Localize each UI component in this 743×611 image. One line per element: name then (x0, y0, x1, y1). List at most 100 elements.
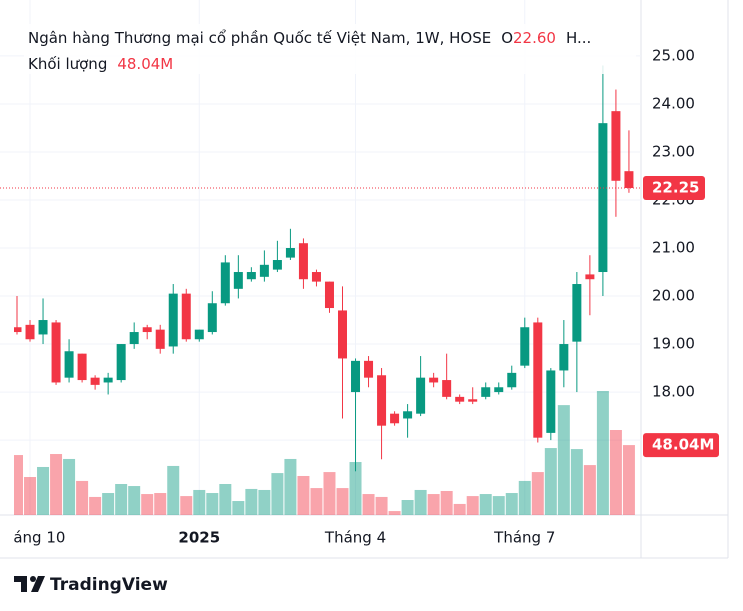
candle-body (468, 399, 478, 402)
candle-body (298, 243, 308, 280)
volume-bar (388, 511, 401, 515)
volume-bar (141, 494, 154, 515)
volume-bar (37, 466, 50, 515)
candle-body (611, 111, 621, 181)
x-tick-label: 2025 (178, 529, 220, 547)
volume-bar (271, 473, 284, 515)
volume-bar (427, 494, 440, 515)
volume-bar (14, 455, 23, 515)
candle-body (14, 327, 22, 333)
logo-dot (30, 576, 36, 582)
candle-body (429, 377, 439, 383)
volume-bar (245, 488, 258, 515)
candle-body (598, 123, 608, 273)
y-tick-label: 25.00 (652, 46, 695, 64)
candle-body (324, 281, 334, 309)
volume-value: 48.04M (117, 55, 173, 73)
candle-body (533, 322, 543, 438)
price-tag-label: 22.25 (652, 178, 699, 196)
candle-body (233, 272, 243, 289)
candle-body (377, 375, 387, 426)
volume-bar (570, 449, 583, 515)
candle-body (390, 413, 400, 424)
volume-bar (622, 445, 635, 515)
volume-bar (193, 489, 206, 515)
price-tag (643, 175, 705, 200)
volume-bar (167, 465, 180, 515)
y-tick-label: 23.00 (652, 142, 695, 160)
chart-title: Ngân hàng Thương mại cổ phần Quốc tế Việ… (28, 29, 591, 47)
candle-body (142, 327, 152, 333)
candle-body (494, 387, 504, 393)
candle-body (442, 380, 452, 397)
candle-body (103, 377, 113, 383)
volume-bar (258, 489, 271, 515)
y-tick-label: 18.00 (652, 383, 695, 401)
volume-bar (375, 496, 388, 515)
volume-bar (323, 472, 336, 515)
candle-body (246, 272, 256, 280)
volume-bar (297, 475, 310, 515)
candle-body (455, 396, 465, 402)
candle-body (194, 329, 204, 340)
high-key: H... (566, 29, 591, 47)
title: Ngân hàng Thương mại cổ phần Quốc tế Việ… (28, 29, 491, 47)
candle-body (90, 377, 100, 385)
candle-body (520, 327, 530, 366)
logo-icon (14, 576, 45, 592)
candle-body (64, 351, 74, 378)
volume-bar (466, 496, 479, 515)
candle-body (403, 411, 413, 419)
y-tick-label: 21.00 (652, 239, 695, 257)
volume-bar (557, 405, 570, 515)
volume-bar (232, 501, 245, 515)
volume-bar (336, 488, 349, 515)
candle-body (207, 303, 217, 333)
volume-bar (310, 488, 323, 515)
brand-name: TradingView (50, 575, 168, 595)
volume-bar (583, 465, 596, 515)
candle-body (51, 322, 61, 383)
candle-body (364, 360, 374, 378)
open-key: O (501, 29, 513, 47)
volume-bar (102, 493, 115, 515)
candle-body (77, 353, 87, 381)
brand-logo[interactable]: TradingView (14, 575, 168, 595)
candle-body (624, 171, 634, 188)
candle-body (285, 248, 295, 258)
volume-bar (154, 493, 167, 515)
x-tick-label: Tháng 4 (324, 529, 386, 547)
volume-bar (76, 480, 89, 515)
candle-body (155, 329, 165, 349)
volume-bar (609, 430, 622, 515)
volume-bar (219, 484, 232, 515)
candle-body (507, 372, 517, 388)
volume-bar (505, 493, 518, 515)
volume-bar (24, 477, 37, 515)
candle-body (311, 272, 321, 282)
volume-bar (284, 458, 297, 515)
candle-body (181, 293, 191, 340)
volume-bar (115, 484, 128, 515)
candle-body (259, 264, 269, 277)
candle-body (129, 332, 139, 345)
volume-bar (414, 489, 427, 515)
volume-title: Khối lượng (28, 55, 107, 73)
x-tick-label: Tháng 10 (0, 529, 65, 547)
volume-bar (362, 494, 375, 515)
open-value: 22.60 (513, 29, 556, 47)
volume-bar (401, 500, 414, 515)
candle-body (272, 260, 282, 270)
candle-body (559, 344, 569, 371)
x-tick-label: Tháng 7 (493, 529, 555, 547)
volume-bar (596, 391, 609, 515)
candle-body (25, 324, 35, 340)
volume-bar (63, 458, 76, 515)
candle-body (481, 387, 491, 397)
volume-bar (89, 496, 102, 515)
candle-body (585, 274, 595, 280)
volume-legend: Khối lượng 48.04M (28, 55, 173, 73)
volume-bar (349, 462, 362, 515)
y-tick-label: 19.00 (652, 335, 695, 353)
